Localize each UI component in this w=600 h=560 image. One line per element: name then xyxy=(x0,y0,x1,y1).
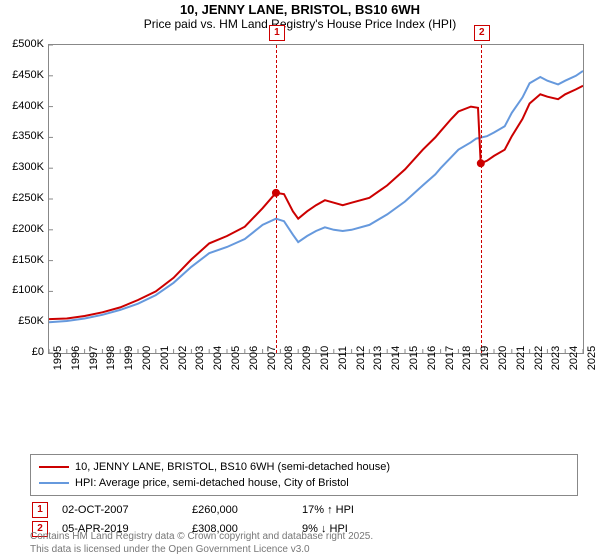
x-tick-label: 2009 xyxy=(301,346,313,370)
fact-marker-1: 1 xyxy=(32,502,48,518)
legend-box: 10, JENNY LANE, BRISTOL, BS10 6WH (semi-… xyxy=(30,454,578,496)
x-tick-label: 2002 xyxy=(177,346,189,370)
x-tick-label: 2023 xyxy=(550,346,562,370)
y-tick-label: £300K xyxy=(12,161,44,173)
chart-title-line2: Price paid vs. HM Land Registry's House … xyxy=(0,17,600,31)
x-tick-label: 2006 xyxy=(248,346,260,370)
fact-date-1: 02-OCT-2007 xyxy=(62,504,192,516)
x-tick-label: 2001 xyxy=(159,346,171,370)
plot-region: 12 xyxy=(48,44,584,354)
x-tick-label: 2018 xyxy=(461,346,473,370)
fact-price-1: £260,000 xyxy=(192,504,302,516)
x-tick-label: 1999 xyxy=(123,346,135,370)
x-tick-label: 2015 xyxy=(408,346,420,370)
x-tick-label: 2014 xyxy=(390,346,402,370)
y-tick-label: £200K xyxy=(12,223,44,235)
footer-line2: This data is licensed under the Open Gov… xyxy=(30,543,578,556)
x-tick-label: 1995 xyxy=(52,346,64,370)
x-tick-label: 2000 xyxy=(141,346,153,370)
sale-marker-1: 1 xyxy=(269,25,285,41)
legend-swatch-1 xyxy=(39,466,69,468)
fact-delta-1: 17% ↑ HPI xyxy=(302,504,354,516)
legend-label-2: HPI: Average price, semi-detached house,… xyxy=(75,475,349,491)
x-tick-label: 2024 xyxy=(568,346,580,370)
y-tick-label: £0 xyxy=(32,346,44,358)
x-tick-label: 2013 xyxy=(372,346,384,370)
plot-svg xyxy=(49,45,583,353)
y-tick-label: £350K xyxy=(12,130,44,142)
x-tick-label: 2020 xyxy=(497,346,509,370)
x-tick-label: 1997 xyxy=(88,346,100,370)
x-tick-label: 1998 xyxy=(105,346,117,370)
legend-label-1: 10, JENNY LANE, BRISTOL, BS10 6WH (semi-… xyxy=(75,459,390,475)
footer: Contains HM Land Registry data © Crown c… xyxy=(30,530,578,556)
sale-vline-1 xyxy=(276,45,277,353)
legend-swatch-2 xyxy=(39,482,69,484)
x-tick-label: 2003 xyxy=(194,346,206,370)
x-tick-label: 2021 xyxy=(515,346,527,370)
x-tick-label: 2017 xyxy=(444,346,456,370)
x-tick-label: 2025 xyxy=(586,346,598,370)
x-tick-label: 2005 xyxy=(230,346,242,370)
x-tick-label: 1996 xyxy=(70,346,82,370)
x-tick-label: 2008 xyxy=(283,346,295,370)
y-tick-label: £150K xyxy=(12,254,44,266)
x-tick-label: 2012 xyxy=(355,346,367,370)
legend-item-1: 10, JENNY LANE, BRISTOL, BS10 6WH (semi-… xyxy=(39,459,569,475)
y-tick-label: £50K xyxy=(18,315,44,327)
x-tick-label: 2022 xyxy=(533,346,545,370)
y-tick-label: £100K xyxy=(12,284,44,296)
x-tick-label: 2007 xyxy=(266,346,278,370)
sale-marker-2: 2 xyxy=(474,25,490,41)
x-tick-label: 2010 xyxy=(319,346,331,370)
y-tick-label: £500K xyxy=(12,38,44,50)
x-tick-label: 2011 xyxy=(337,346,349,370)
footer-line1: Contains HM Land Registry data © Crown c… xyxy=(30,530,578,543)
y-tick-label: £450K xyxy=(12,69,44,81)
facts-panel: 10, JENNY LANE, BRISTOL, BS10 6WH (semi-… xyxy=(30,454,578,537)
chart-title-line1: 10, JENNY LANE, BRISTOL, BS10 6WH xyxy=(0,2,600,17)
fact-row-1: 1 02-OCT-2007 £260,000 17% ↑ HPI xyxy=(30,502,578,518)
sale-vline-2 xyxy=(481,45,482,353)
x-tick-label: 2019 xyxy=(479,346,491,370)
y-tick-label: £250K xyxy=(12,192,44,204)
chart-area: 12 £0£50K£100K£150K£200K£250K£300K£350K£… xyxy=(48,44,584,394)
x-tick-label: 2016 xyxy=(426,346,438,370)
x-tick-label: 2004 xyxy=(212,346,224,370)
y-tick-label: £400K xyxy=(12,100,44,112)
legend-item-2: HPI: Average price, semi-detached house,… xyxy=(39,475,569,491)
